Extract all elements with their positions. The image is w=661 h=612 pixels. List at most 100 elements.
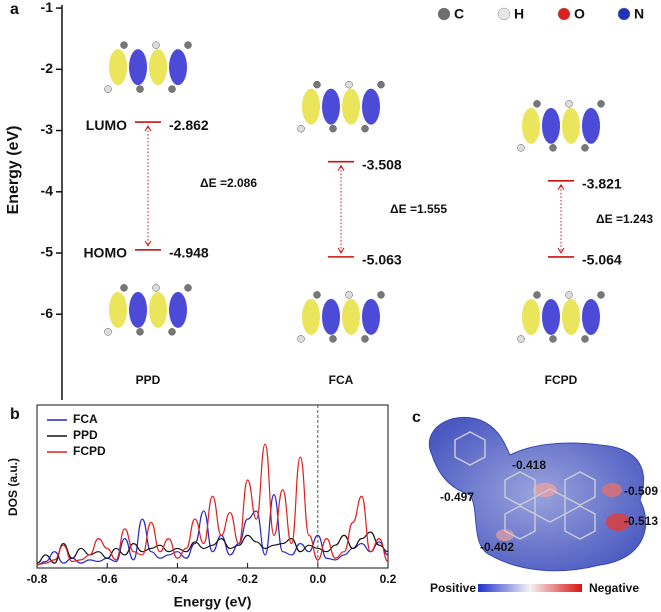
legend-label: H	[514, 6, 524, 22]
atom	[184, 284, 192, 292]
legend-swatch	[437, 7, 451, 21]
atom	[361, 124, 369, 133]
orbital-lobe	[562, 107, 580, 144]
category-label: FCPD	[545, 373, 578, 387]
legend-label: FCPD	[73, 444, 106, 458]
x-tick-label: -0.6	[97, 572, 118, 586]
legend-label: N	[634, 6, 644, 22]
orbital-lobe	[302, 88, 320, 125]
atom	[313, 80, 321, 89]
orbital-lobe	[342, 298, 360, 335]
atom	[297, 335, 305, 343]
charge-label: -0.418	[512, 458, 546, 472]
orbital-lobe	[302, 298, 320, 335]
legend-label: FCA	[73, 412, 98, 426]
arrow-head	[144, 240, 152, 247]
atom	[104, 85, 112, 93]
atom	[136, 328, 144, 336]
y-tick-label: -4	[41, 182, 54, 198]
level-value: -5.064	[582, 252, 622, 268]
arrow-head	[557, 247, 565, 254]
atom	[184, 41, 192, 49]
atom	[581, 335, 589, 343]
atom	[329, 335, 337, 343]
orbital-lobe	[149, 291, 167, 328]
atom	[361, 335, 369, 343]
atom	[104, 328, 112, 336]
arrow-head	[337, 247, 345, 254]
panel-label: c	[412, 409, 421, 426]
level-value: -2.862	[169, 117, 209, 133]
orbital-lobe	[129, 291, 147, 328]
atom	[377, 80, 385, 89]
x-tick-label: -0.4	[167, 572, 188, 586]
atom	[533, 291, 541, 299]
charge-label: -0.402	[480, 540, 514, 554]
orbital-lobe	[362, 88, 380, 125]
x-tick-label: -0.2	[237, 572, 258, 586]
scale-label: Negative	[589, 581, 639, 595]
y-tick-label: -2	[41, 60, 54, 76]
atom	[120, 284, 128, 292]
y-tick-label: -6	[41, 305, 54, 321]
category-label: PPD	[136, 373, 161, 387]
atom	[297, 124, 305, 133]
atom	[168, 328, 176, 336]
atom	[168, 85, 176, 93]
orbital-lobe	[562, 298, 580, 335]
orbital-lobe	[169, 291, 187, 328]
legend-swatch	[557, 7, 571, 21]
orbital-lobe	[109, 291, 127, 328]
atom	[120, 41, 128, 49]
legend-swatch	[497, 7, 511, 21]
atom	[565, 100, 573, 108]
category-label: FCA	[329, 373, 354, 387]
legend-label: O	[574, 6, 585, 22]
atom	[152, 41, 160, 49]
orbital-lobe	[322, 88, 340, 125]
arrow-head	[144, 125, 152, 132]
orbital-lobe	[129, 49, 147, 86]
x-axis-label: Energy (eV)	[174, 594, 252, 610]
color-bar	[478, 584, 582, 592]
gap-label: ΔE =1.555	[390, 202, 447, 216]
atom	[597, 291, 605, 299]
panel-label: b	[10, 406, 20, 423]
level-name: LUMO	[86, 117, 127, 133]
orbital	[297, 80, 385, 133]
orbital-lobe	[522, 107, 540, 144]
y-tick-label: -3	[41, 121, 54, 137]
esp-surface	[429, 416, 647, 572]
atom	[136, 85, 144, 93]
orbital-lobe	[522, 298, 540, 335]
atom	[533, 100, 541, 108]
orbital-lobe	[582, 107, 600, 144]
gap-label: ΔE =2.086	[200, 176, 257, 190]
x-tick-label: 0.2	[380, 572, 397, 586]
arrow-head	[337, 164, 345, 171]
orbital-lobe	[109, 49, 127, 86]
atom	[313, 291, 321, 299]
atom	[517, 144, 525, 152]
level-value: -5.063	[362, 252, 402, 268]
atom	[152, 284, 160, 292]
orbital	[297, 291, 385, 343]
level-value: -3.821	[582, 176, 622, 192]
orbital-lobe	[322, 298, 340, 335]
orbital-lobe	[542, 298, 560, 335]
y-tick-label: -1	[41, 0, 54, 15]
orbital-lobe	[169, 49, 187, 86]
atom	[377, 291, 385, 299]
orbital	[104, 284, 192, 336]
arrow-head	[557, 183, 565, 191]
gap-label: ΔE =1.243	[596, 212, 653, 226]
atom	[329, 124, 337, 133]
atom	[345, 291, 353, 299]
orbital-lobe	[542, 107, 560, 144]
level-name: HOMO	[83, 245, 127, 261]
scale-label: Positive	[430, 581, 476, 595]
charge-label: -0.509	[624, 484, 658, 498]
x-tick-label: 0.0	[309, 572, 326, 586]
orbital	[104, 41, 192, 93]
